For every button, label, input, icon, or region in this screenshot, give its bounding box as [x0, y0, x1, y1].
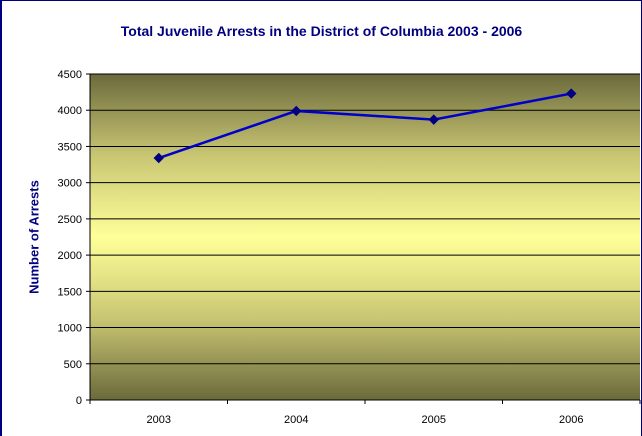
- x-tick-label: 2004: [284, 414, 308, 426]
- plot-area: [90, 74, 640, 400]
- data-point-marker: [291, 105, 302, 117]
- y-tick-label: 4000: [58, 105, 82, 117]
- x-tick-label: 2005: [422, 414, 446, 426]
- y-tick-label: 2000: [58, 250, 82, 262]
- x-tick-label: 2006: [559, 414, 583, 426]
- y-axis-ticks: 0 500 1000 1500 2000 2500 3000 3500 4000 4500: [58, 69, 90, 407]
- y-tick-label: 2500: [58, 214, 82, 226]
- y-tick-label: 4500: [58, 69, 82, 81]
- y-tick-label: 1500: [58, 286, 82, 298]
- series-group: [153, 88, 577, 164]
- gridlines: [90, 73, 640, 365]
- data-point-marker: [566, 88, 577, 99]
- y-tick-label: 500: [64, 359, 82, 371]
- y-tick-label: 3000: [58, 178, 82, 190]
- x-tick-label: 2003: [147, 414, 171, 426]
- data-point-marker: [428, 114, 439, 125]
- y-tick-label: 1000: [58, 323, 82, 335]
- series-line: [158, 92, 572, 160]
- data-point-marker: [153, 152, 164, 164]
- y-tick-label: 0: [76, 395, 82, 407]
- x-axis-ticks: 2003 2004 2005 2006: [89, 400, 641, 426]
- y-tick-label: 3500: [58, 141, 82, 153]
- chart-title: Total Juvenile Arrests in the District o…: [120, 23, 523, 39]
